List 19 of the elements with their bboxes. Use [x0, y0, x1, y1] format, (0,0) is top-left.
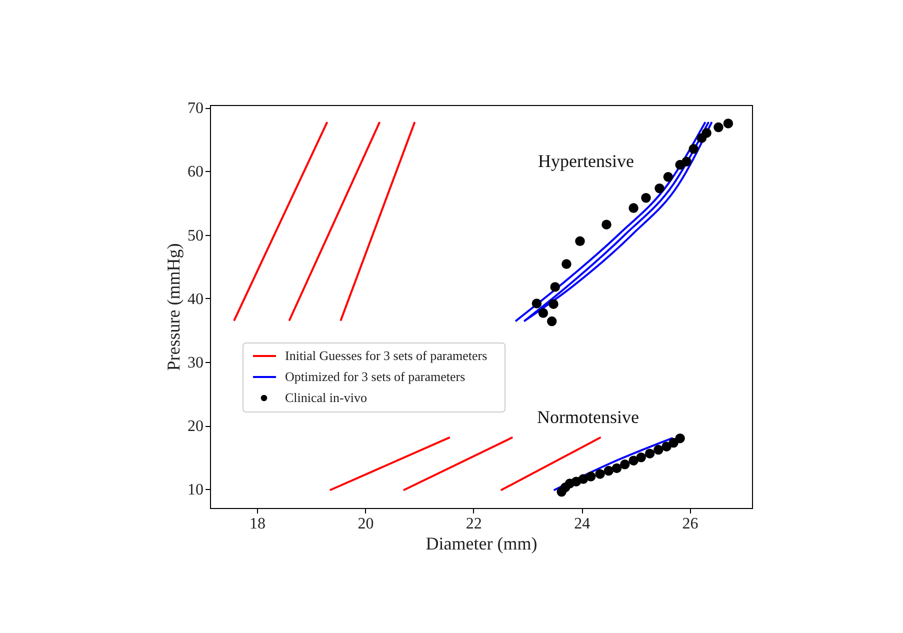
annotation: Hypertensive — [538, 151, 634, 171]
legend-label: Optimized for 3 sets of parameters — [285, 369, 466, 384]
x-tick-label: 20 — [358, 516, 374, 532]
legend-label: Clinical in-vivo — [285, 390, 367, 405]
annotation: Normotensive — [537, 407, 639, 427]
y-tick-label: 20 — [188, 418, 204, 436]
y-tick-label: 70 — [188, 100, 204, 118]
y-tick-label: 40 — [188, 290, 204, 308]
y-tick-label: 10 — [188, 482, 204, 499]
y-tick-label: 60 — [188, 164, 204, 181]
y-axis-title: Pressure (mmHg) — [164, 243, 184, 371]
legend-label: Initial Guesses for 3 sets of parameters — [285, 348, 488, 363]
x-tick-label: 18 — [250, 516, 266, 532]
x-tick-label: 24 — [574, 516, 590, 532]
x-tick-label: 26 — [682, 516, 698, 532]
x-axis-title: Diameter (mm) — [426, 534, 538, 554]
x-tick-label: 22 — [466, 516, 482, 532]
y-tick-label: 30 — [188, 354, 204, 372]
y-tick-label: 50 — [188, 227, 204, 244]
